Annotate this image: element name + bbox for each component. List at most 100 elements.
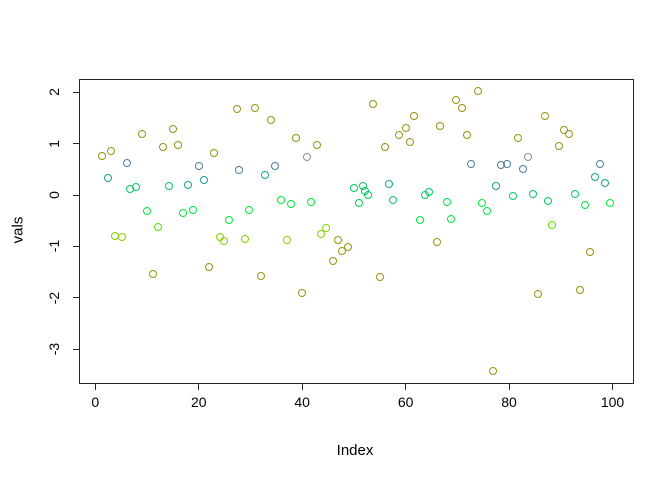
data-point (405, 137, 414, 146)
y-axis-tick-label: 1 (46, 139, 62, 148)
y-axis-tick-label: 2 (46, 88, 62, 97)
data-point (432, 238, 441, 247)
data-point (349, 184, 358, 193)
x-axis-tick (508, 384, 510, 390)
data-point (97, 151, 106, 160)
data-point (195, 161, 204, 170)
x-axis-title: Index (336, 442, 374, 459)
data-point (555, 141, 564, 150)
data-point (596, 159, 605, 168)
x-axis-tick (405, 384, 407, 390)
y-axis-tick (73, 91, 79, 93)
y-axis-tick (73, 297, 79, 299)
data-point (463, 131, 472, 140)
data-point (369, 99, 378, 108)
x-axis-tick (94, 384, 96, 390)
y-axis-tick-label: -3 (46, 342, 62, 356)
data-point (509, 191, 518, 200)
data-point (380, 142, 389, 151)
data-point (524, 152, 533, 161)
data-point (514, 133, 523, 142)
data-point (415, 215, 424, 224)
data-point (245, 206, 254, 215)
data-point (600, 178, 609, 187)
data-point (343, 243, 352, 252)
data-point (184, 180, 193, 189)
data-point (492, 181, 501, 190)
data-point (442, 197, 451, 206)
data-point (363, 190, 372, 199)
x-axis-tick-label: 40 (294, 394, 310, 410)
x-axis-tick (301, 384, 303, 390)
data-point (173, 140, 182, 149)
data-point (425, 188, 434, 197)
data-point (560, 125, 569, 134)
data-point (534, 290, 543, 299)
data-point (267, 115, 276, 124)
data-point (251, 103, 260, 112)
data-point (312, 140, 321, 149)
y-axis-tick-label: 0 (46, 191, 62, 199)
data-point (606, 199, 615, 208)
data-point (575, 286, 584, 295)
y-axis-tick-label: -2 (46, 291, 62, 304)
data-point (117, 232, 126, 241)
data-point (148, 270, 157, 279)
x-axis-tick-label: 100 (600, 394, 625, 410)
data-point (518, 164, 527, 173)
data-point (106, 147, 115, 156)
data-point (436, 121, 445, 130)
data-point (473, 86, 482, 95)
data-point (316, 229, 325, 238)
data-point (169, 124, 178, 133)
data-point (277, 195, 285, 204)
data-point (355, 198, 364, 207)
x-axis-tick (198, 384, 200, 390)
data-point (302, 152, 311, 161)
data-point (298, 289, 307, 298)
data-point (590, 172, 599, 181)
data-point (401, 123, 410, 132)
x-axis-tick-label: 20 (190, 394, 207, 410)
data-point (388, 195, 397, 204)
data-point (446, 214, 455, 223)
x-axis-tick (612, 384, 614, 390)
data-point (158, 142, 167, 151)
y-axis-title: vals (9, 216, 27, 244)
data-point (478, 198, 487, 207)
data-point (204, 262, 213, 271)
y-axis-tick (73, 194, 79, 196)
data-point (322, 224, 330, 233)
data-point (283, 236, 292, 245)
data-point (452, 96, 461, 105)
data-point (260, 170, 269, 179)
data-point (488, 367, 497, 376)
data-point (220, 236, 229, 245)
x-axis-tick-label: 80 (501, 394, 517, 410)
data-point (333, 236, 342, 245)
data-point (457, 103, 466, 112)
data-point (131, 183, 140, 192)
x-axis-tick-label: 0 (91, 394, 100, 410)
data-point (580, 201, 589, 210)
data-point (224, 215, 233, 224)
data-point (122, 158, 131, 167)
data-point (232, 104, 241, 113)
data-point (544, 196, 553, 205)
y-axis-tick-label: -1 (46, 240, 62, 253)
data-point (307, 197, 315, 206)
y-axis-tick (73, 245, 79, 247)
data-point (541, 111, 550, 120)
data-point (292, 133, 300, 142)
data-point (271, 161, 280, 170)
data-point (137, 129, 146, 138)
x-axis-tick-label: 60 (397, 394, 414, 410)
data-point (467, 159, 476, 168)
plot-area: 0 20 40 60 80 100 2 1 0 -1 -2 -3 (46, 79, 634, 410)
data-point (394, 131, 403, 140)
y-axis-tick (73, 348, 79, 350)
data-point (529, 189, 538, 198)
data-point (384, 179, 393, 188)
y-axis-tick (73, 143, 79, 145)
